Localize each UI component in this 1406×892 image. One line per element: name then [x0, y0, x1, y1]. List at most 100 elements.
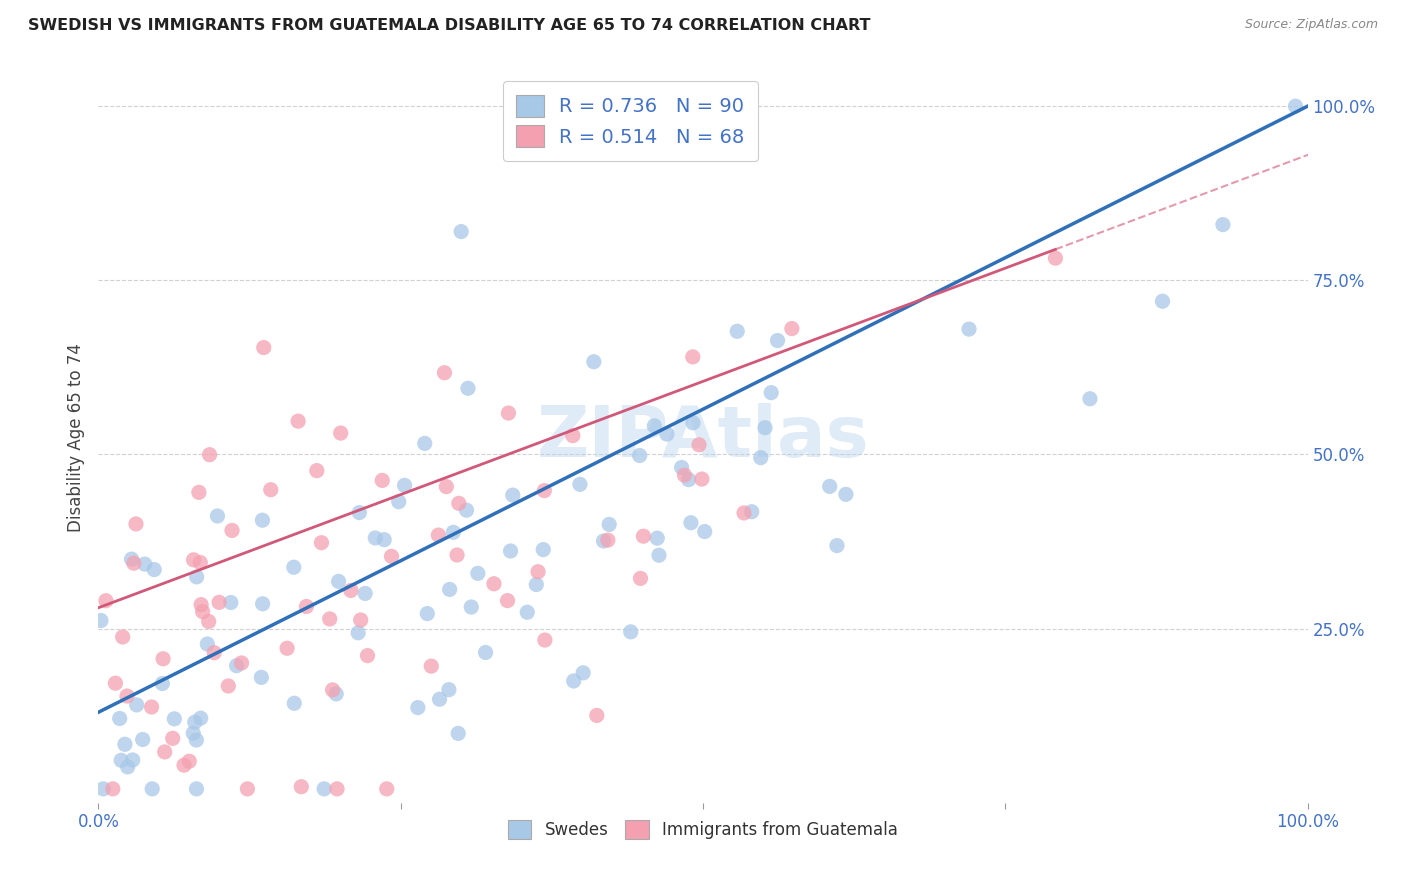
Point	[349, 506, 371, 520]
Point	[190, 598, 212, 612]
Point	[225, 658, 247, 673]
Point	[733, 506, 755, 520]
Point	[252, 513, 274, 527]
Point	[141, 781, 163, 796]
Point	[252, 597, 274, 611]
Point	[648, 548, 671, 562]
Point	[114, 737, 136, 751]
Point	[184, 715, 207, 730]
Point	[197, 615, 219, 629]
Point	[219, 595, 242, 609]
Point	[460, 600, 482, 615]
Point	[221, 524, 243, 538]
Point	[673, 468, 696, 483]
Point	[633, 529, 655, 543]
Point	[1045, 251, 1067, 265]
Point	[350, 613, 373, 627]
Point	[825, 539, 848, 553]
Point	[434, 480, 457, 494]
Point	[186, 733, 208, 747]
Point	[131, 732, 153, 747]
Point	[295, 599, 318, 614]
Point	[90, 614, 112, 628]
Point	[420, 659, 443, 673]
Point	[208, 595, 231, 609]
Point	[496, 593, 519, 607]
Point	[598, 517, 620, 532]
Point	[143, 563, 166, 577]
Point	[568, 477, 591, 491]
Point	[121, 753, 143, 767]
Point	[456, 503, 478, 517]
Point	[198, 448, 221, 462]
Point	[759, 385, 782, 400]
Point	[406, 700, 429, 714]
Point	[725, 324, 748, 338]
Point	[311, 535, 333, 549]
Point	[516, 605, 538, 619]
Point	[474, 645, 496, 659]
Point	[1078, 392, 1101, 406]
Point	[276, 641, 298, 656]
Point	[190, 711, 212, 725]
Point	[287, 414, 309, 428]
Text: SWEDISH VS IMMIGRANTS FROM GUATEMALA DISABILITY AGE 65 TO 74 CORRELATION CHART: SWEDISH VS IMMIGRANTS FROM GUATEMALA DIS…	[28, 18, 870, 33]
Point	[322, 682, 344, 697]
Point	[482, 576, 505, 591]
Point	[447, 496, 470, 510]
Point	[582, 355, 605, 369]
Point	[630, 571, 652, 585]
Point	[655, 427, 678, 442]
Point	[585, 708, 607, 723]
Point	[394, 478, 416, 492]
Point	[356, 648, 378, 663]
Point	[283, 560, 305, 574]
Point	[533, 483, 555, 498]
Point	[183, 553, 205, 567]
Point	[429, 692, 451, 706]
Point	[101, 781, 124, 796]
Point	[162, 731, 184, 746]
Point	[152, 652, 174, 666]
Point	[121, 552, 143, 566]
Point	[592, 534, 614, 549]
Point	[1212, 218, 1234, 232]
Point	[253, 341, 276, 355]
Text: Source: ZipAtlas.com: Source: ZipAtlas.com	[1244, 18, 1378, 31]
Point	[115, 689, 138, 703]
Point	[290, 780, 312, 794]
Point	[347, 625, 370, 640]
Point	[188, 556, 211, 570]
Point	[231, 656, 253, 670]
Point	[416, 607, 439, 621]
Point	[134, 557, 156, 571]
Point	[754, 420, 776, 434]
Point	[749, 450, 772, 465]
Point	[373, 533, 395, 547]
Point	[364, 531, 387, 545]
Point	[329, 426, 352, 441]
Point	[328, 574, 350, 589]
Point	[325, 687, 347, 701]
Point	[679, 516, 702, 530]
Point	[207, 508, 229, 523]
Point	[450, 225, 472, 239]
Point	[413, 436, 436, 450]
Point	[682, 350, 704, 364]
Point	[179, 754, 201, 768]
Point	[427, 528, 450, 542]
Point	[467, 566, 489, 581]
Point	[561, 428, 583, 442]
Point	[319, 612, 342, 626]
Point	[645, 531, 668, 545]
Point	[340, 583, 363, 598]
Point	[531, 542, 554, 557]
Point	[688, 438, 710, 452]
Point	[1284, 99, 1306, 113]
Point	[572, 665, 595, 680]
Point	[354, 586, 377, 600]
Point	[314, 781, 336, 796]
Point	[620, 624, 643, 639]
Point	[375, 781, 398, 796]
Point	[141, 700, 163, 714]
